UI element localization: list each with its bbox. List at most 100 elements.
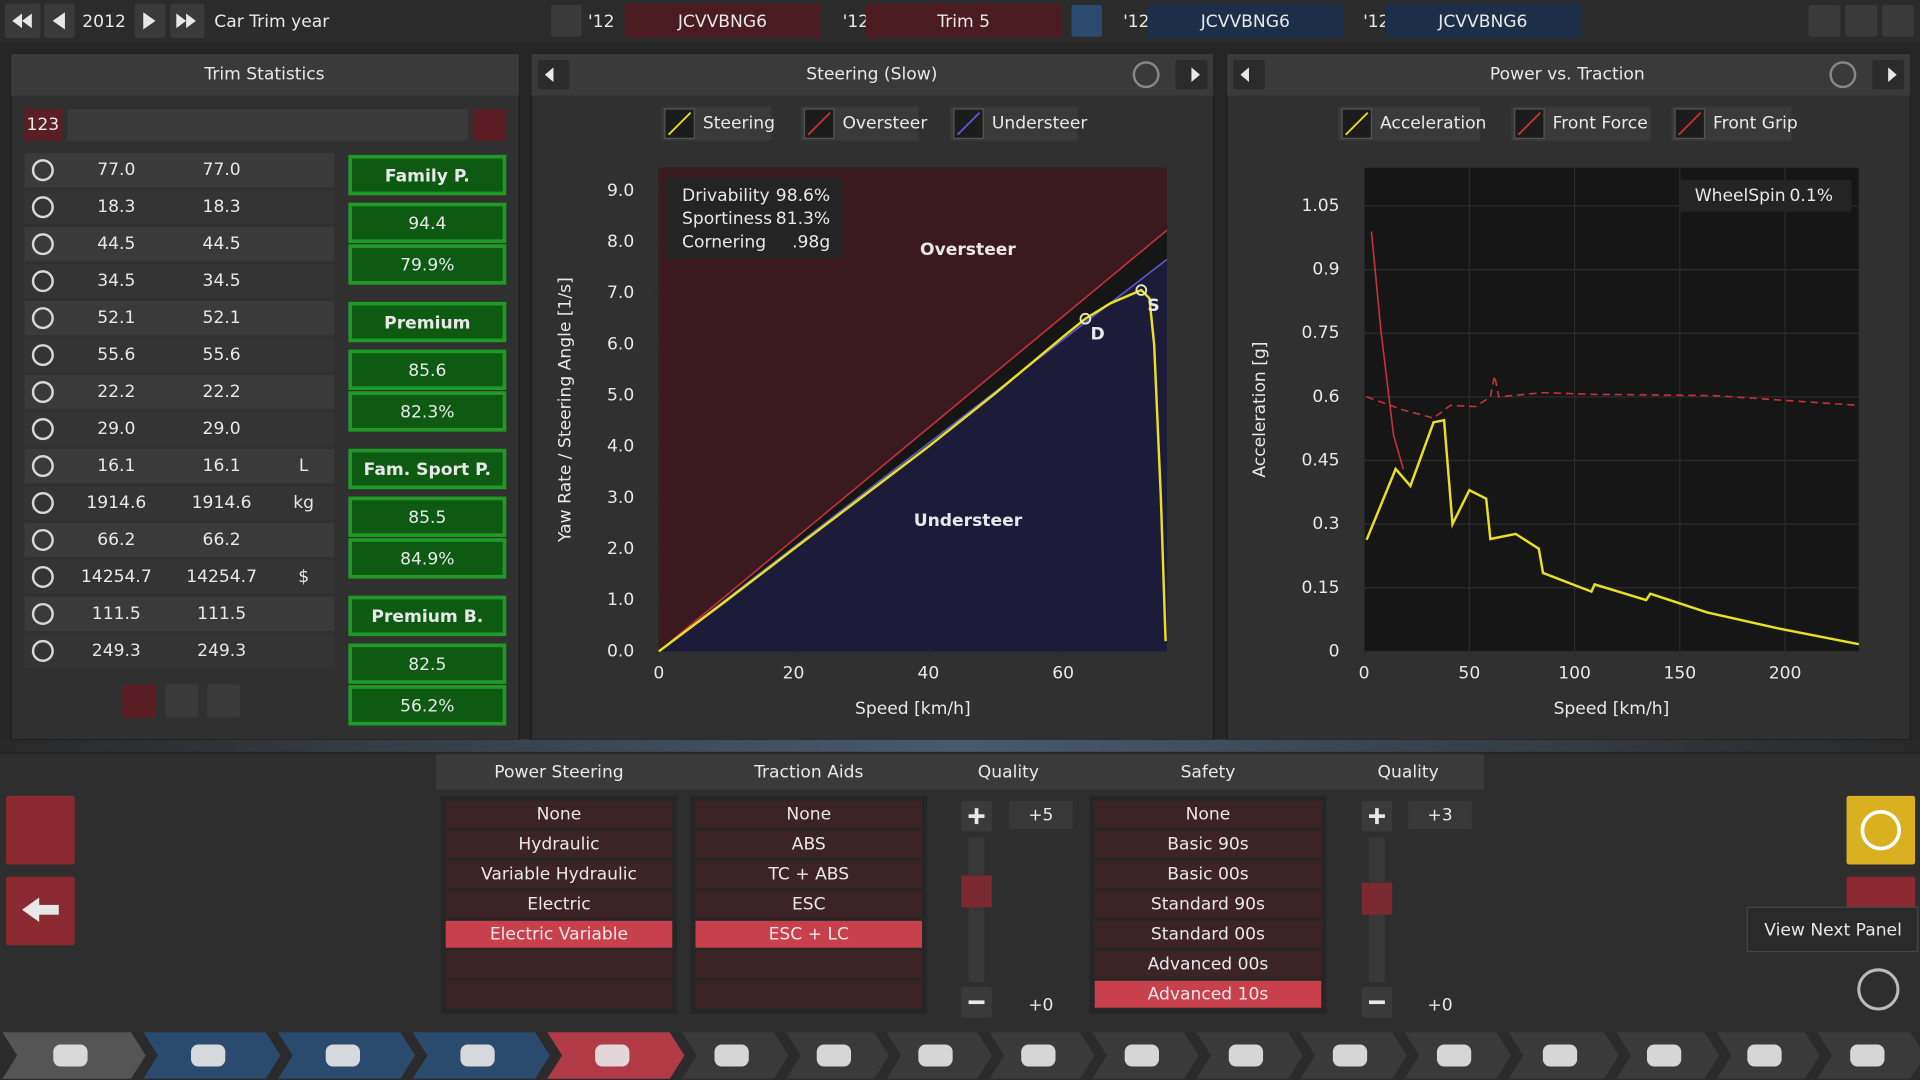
help-button[interactable] <box>1829 61 1857 89</box>
tooltip: View Next Panel <box>1764 921 1902 941</box>
config-header <box>435 754 1485 790</box>
option-row[interactable] <box>1094 920 1322 948</box>
option-row[interactable] <box>695 920 923 948</box>
model-name: Trim 5 <box>936 12 990 32</box>
stat-value: 55.6 <box>97 345 135 365</box>
car-icon[interactable] <box>551 4 582 37</box>
legend-swatch-line <box>807 112 831 136</box>
tab-icon <box>1228 1044 1264 1067</box>
stat-icon <box>31 196 54 219</box>
stat-action-button[interactable] <box>122 684 156 718</box>
stat-icon <box>31 418 54 441</box>
option-row[interactable] <box>695 890 923 918</box>
column-header: Power Steering <box>494 763 623 783</box>
stat-action-button[interactable] <box>206 684 240 718</box>
legend-label: Front Grip <box>1713 114 1798 134</box>
stat-action-button[interactable] <box>165 684 199 718</box>
option-row[interactable] <box>695 800 923 828</box>
stat-row <box>24 264 335 299</box>
icon <box>968 1000 985 1005</box>
option-row[interactable] <box>1094 860 1322 888</box>
filter-button[interactable] <box>472 108 506 141</box>
series-line <box>1366 375 1859 419</box>
y-tick-label: 1.0 <box>607 590 634 610</box>
model-name: JCVVBNG6 <box>1200 12 1290 32</box>
option-row[interactable] <box>445 860 673 888</box>
glow-strip <box>0 739 1920 752</box>
option-row[interactable] <box>1094 830 1322 858</box>
option-row[interactable] <box>695 830 923 858</box>
region-label: Oversteer <box>920 240 1016 260</box>
legend-label: Understeer <box>992 114 1089 134</box>
model-selector[interactable] <box>1147 3 1344 38</box>
warning-button[interactable] <box>1846 795 1916 865</box>
slider-thumb[interactable] <box>961 875 992 908</box>
option-label: Basic 90s <box>1167 834 1249 854</box>
point-marker <box>1135 284 1148 296</box>
model-selector[interactable] <box>624 3 821 38</box>
stat-row <box>24 633 335 669</box>
icon <box>544 67 554 83</box>
legend-label: Front Force <box>1553 114 1648 134</box>
score-score: 85.6 <box>408 361 446 381</box>
help-button[interactable] <box>1132 61 1160 89</box>
toolbar-button[interactable] <box>1882 4 1914 37</box>
graph-button[interactable] <box>6 795 75 865</box>
stat-unit: $ <box>298 567 309 587</box>
help-button[interactable] <box>1857 968 1900 1011</box>
option-label: TC + ABS <box>767 864 849 884</box>
year-label: Car Trim year <box>214 12 330 32</box>
option-label: Basic 00s <box>1167 864 1249 884</box>
stat-unit: kg <box>293 493 314 513</box>
stat-value: 34.5 <box>203 271 241 291</box>
stat-row <box>24 522 335 558</box>
annotation-value: 0.1% <box>1790 186 1834 206</box>
stat-row <box>24 300 335 336</box>
y-tick-label: 0 <box>1329 641 1340 661</box>
stat-row <box>24 559 335 595</box>
point-label: D <box>1091 325 1105 345</box>
option-row[interactable] <box>445 800 673 828</box>
toolbar-button[interactable] <box>1845 4 1878 37</box>
stat-label: Sportiness <box>682 209 772 229</box>
x-tick-label: 0 <box>1359 663 1370 683</box>
slider-thumb[interactable] <box>1361 882 1393 915</box>
y-tick-label: 1.05 <box>1301 196 1339 216</box>
option-row[interactable] <box>1094 950 1322 978</box>
column-header: Quality <box>978 763 1039 783</box>
score-share: 79.9% <box>400 256 454 276</box>
panel-title: Steering (Slow) <box>806 65 937 85</box>
option-row[interactable] <box>1094 980 1322 1008</box>
stat-value: 16.1 <box>203 456 241 476</box>
option-row[interactable] <box>445 920 673 948</box>
stat-value: 29.0 <box>203 419 241 439</box>
model-selector[interactable] <box>1384 3 1581 38</box>
stat-value: 14254.7 <box>81 567 152 587</box>
y-tick-label: 6.0 <box>607 334 634 354</box>
option-row[interactable] <box>695 860 923 888</box>
legend-swatch-line <box>1517 112 1542 136</box>
score-name: Premium B. <box>371 607 483 627</box>
trim-icon[interactable] <box>1071 4 1103 37</box>
config-area <box>0 754 1920 1032</box>
model-selector[interactable] <box>865 3 1062 38</box>
icon <box>52 12 65 30</box>
stat-value: 111.5 <box>92 604 141 624</box>
stat-row <box>24 448 335 484</box>
panel-title-bar <box>11 53 520 96</box>
icon <box>1375 808 1379 825</box>
series-line <box>1370 231 1405 470</box>
tab-icon <box>460 1044 495 1067</box>
toolbar-button[interactable] <box>1808 4 1841 37</box>
stat-icon <box>31 528 54 552</box>
tab-icon <box>918 1044 953 1067</box>
option-row[interactable] <box>1094 800 1322 828</box>
stat-unit: L <box>299 456 309 476</box>
option-row[interactable] <box>445 830 673 858</box>
stat-icon <box>31 307 54 330</box>
option-row[interactable] <box>445 890 673 918</box>
option-row[interactable] <box>1094 890 1322 918</box>
stat-row <box>24 153 335 188</box>
option-label: Standard 00s <box>1151 924 1265 944</box>
